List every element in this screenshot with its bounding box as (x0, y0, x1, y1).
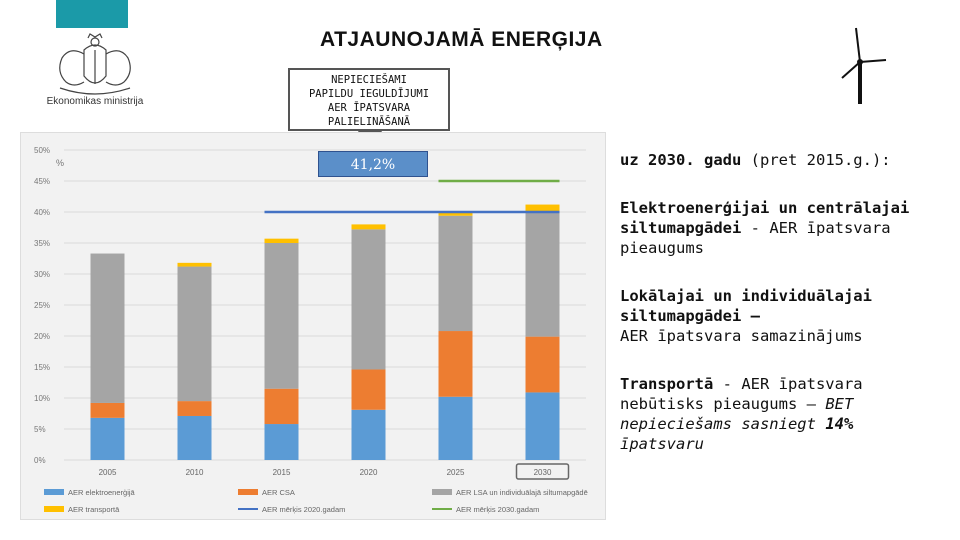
investment-callout: NEPIECIEŠAMI PAPILDU IEGULDĪJUMI AER ĪPA… (288, 68, 450, 131)
callout-line-1: NEPIECIEŠAMI (331, 74, 407, 86)
y-tick-label: 15% (34, 363, 50, 372)
callout-line-3: AER ĪPATSVARA (327, 102, 411, 114)
bar-segment (351, 229, 386, 370)
legend-label: AER transportā (68, 505, 120, 514)
coat-of-arms-logo (59, 33, 131, 95)
y-tick-label: 10% (34, 394, 50, 403)
legend-label: AER mērķis 2030.gadam (456, 505, 539, 514)
bar-segment (90, 417, 125, 460)
y-tick-label: 25% (34, 301, 50, 310)
highlight-box (515, 463, 570, 480)
x-tick-label: 2015 (273, 468, 291, 477)
p3-italic-2: īpatsvaru (620, 435, 704, 453)
p3-italic-1: BET nepieciešams sasniegt (620, 395, 854, 433)
p3-bold-italic: 14% (825, 415, 854, 433)
y-tick-label: 35% (34, 239, 50, 248)
transport-paragraph: Transportā - AER īpatsvara nebūtisks pie… (620, 374, 940, 454)
wind-turbine-icon (841, 27, 887, 104)
bar-segment (90, 253, 125, 403)
legend-swatch (238, 489, 258, 495)
right-text-panel: uz 2030. gadu (pret 2015.g.): Elektroene… (620, 150, 940, 482)
bar-segment (438, 212, 473, 216)
y-tick-label: 5% (34, 425, 46, 434)
p2-bold: Lokālajai un individuālajai siltumapgāde… (620, 287, 872, 325)
legend-swatch (432, 489, 452, 495)
callout-line-2: PAPILDU IEGULDĪJUMI (308, 88, 430, 100)
callout-line-4: PALIELINĀŠANĀ (327, 116, 411, 128)
p1-rest: - AER īpatsvara pieaugums (620, 219, 891, 257)
unit-label: % (56, 158, 64, 168)
bar-segment (264, 243, 299, 389)
x-tick-label: 2025 (447, 468, 465, 477)
bar-segment (438, 396, 473, 460)
y-tick-label: 0% (34, 456, 46, 465)
bar-segment (264, 388, 299, 425)
y-tick-label: 30% (34, 270, 50, 279)
brand-color-bar (56, 0, 128, 28)
bar-segment (177, 401, 212, 416)
legend-label: AER mērķis 2020.gadam (262, 505, 345, 514)
bar-segment (525, 204, 560, 212)
local-heating-paragraph: Lokālajai un individuālajai siltumapgāde… (620, 286, 940, 346)
bar-segment (90, 402, 125, 418)
x-tick-label: 2020 (360, 468, 378, 477)
y-tick-label: 50% (34, 146, 50, 155)
intro-bold: uz 2030. gadu (620, 151, 742, 169)
bar-segment (525, 211, 560, 337)
bar-segment (351, 224, 386, 230)
legend-label: AER elektroenerģijā (68, 488, 136, 497)
legend-label: AER CSA (262, 488, 295, 497)
intro-rest: (pret 2015.g.): (741, 151, 891, 169)
bar-segment (177, 266, 212, 402)
p2-rest: AER īpatsvara samazinājums (620, 327, 863, 345)
p3-mid: - AER īpatsvara nebūtisks pieaugums – (620, 375, 863, 413)
y-tick-label: 40% (34, 208, 50, 217)
bar-segment (438, 331, 473, 397)
y-tick-label: 20% (34, 332, 50, 341)
electricity-paragraph: Elektroenerģijai un centrālajai siltumap… (620, 198, 940, 258)
bar-segment (264, 424, 299, 460)
bar-segment (177, 415, 212, 460)
x-tick-label: 2005 (99, 468, 117, 477)
bar-segment (525, 392, 560, 460)
intro-paragraph: uz 2030. gadu (pret 2015.g.): (620, 150, 940, 170)
y-tick-label: 45% (34, 177, 50, 186)
legend-label: AER LSA un individuālajā siltumapgādē (456, 488, 588, 497)
bar-segment (525, 336, 560, 393)
legend-swatch (44, 489, 64, 495)
bar-segment (351, 409, 386, 460)
page-title: ATJAUNOJAMĀ ENERĢIJA (320, 28, 603, 51)
p3-bold: Transportā (620, 375, 714, 393)
legend-swatch (44, 506, 64, 512)
x-tick-label: 2010 (186, 468, 204, 477)
target-value-box: 41,2% (318, 151, 428, 177)
bar-segment (438, 215, 473, 332)
p1-bold: Elektroenerģijai un centrālajai siltumap… (620, 199, 910, 237)
renewable-share-chart: 0% 5% 10% 15% 20% 25% 30% 35% 40% 45% 50%% 2005 2010… (34, 146, 588, 514)
bar-segment (177, 262, 212, 267)
bar-segment (351, 369, 386, 410)
ministry-name: Ekonomikas ministrija (46, 96, 144, 107)
bar-segment (264, 238, 299, 243)
x-tick-label: 2030 (534, 468, 552, 477)
